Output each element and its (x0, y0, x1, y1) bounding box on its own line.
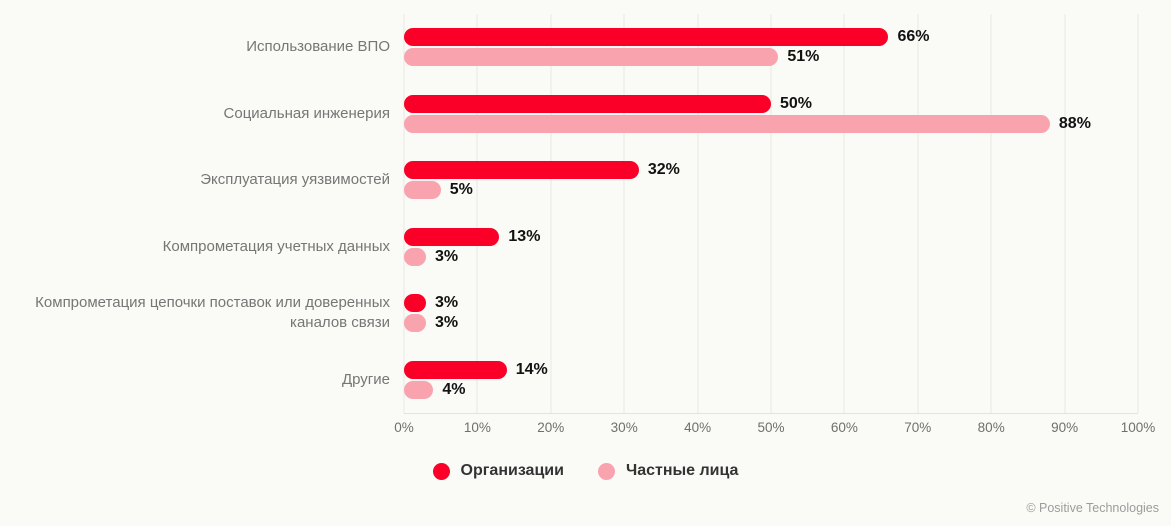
gridline (403, 14, 405, 413)
legend-item-organizations: Организации (432, 462, 564, 480)
x-axis-tick: 0% (394, 420, 414, 435)
category-row: Другие 14% 4% (0, 347, 1171, 414)
bar-individuals (404, 181, 441, 200)
category-label: Эксплуатация уязвимостей (200, 171, 390, 189)
bar-line: 3% (404, 247, 1138, 266)
x-axis-tick: 50% (757, 420, 785, 435)
legend-label: Частные лица (625, 462, 739, 479)
legend: Организации Частные лица (0, 462, 1171, 480)
value-label: 3% (435, 314, 459, 332)
value-label: 4% (442, 380, 466, 398)
gridline (1137, 14, 1139, 413)
value-label: 88% (1058, 114, 1091, 132)
category-row: Использование ВПО 66% 51% (0, 14, 1171, 81)
bar-organizations (404, 360, 507, 379)
category-label: Компрометация цепочки поставок или довер… (35, 294, 390, 332)
bar-group: 3% 3% (404, 294, 1138, 333)
bar-individuals (404, 48, 779, 67)
bar-organizations (404, 94, 771, 113)
value-label: 50% (780, 94, 813, 112)
bar-organizations (404, 161, 639, 180)
bar-line: 88% (404, 114, 1138, 133)
gridline (990, 14, 992, 413)
bar-individuals (404, 380, 434, 399)
category-label: Социальная инженерия (223, 104, 390, 122)
bar-individuals (404, 114, 1050, 133)
bar-line: 66% (404, 28, 1138, 47)
category-label: Использование ВПО (246, 38, 390, 56)
category-row: Эксплуатация уязвимостей 32% 5% (0, 147, 1171, 214)
legend-dot-organizations-icon (432, 462, 450, 480)
bar-line: 13% (404, 227, 1138, 246)
category-row: Компрометация учетных данных 13% 3% (0, 214, 1171, 281)
value-label: 32% (647, 161, 680, 179)
category-rows: Использование ВПО 66% 51% Социальная инжене… (0, 14, 1171, 413)
x-axis-tick: 20% (537, 420, 565, 435)
bar-group: 50% 88% (404, 94, 1138, 133)
value-label: 66% (897, 28, 930, 46)
bar-individuals (404, 247, 427, 266)
bar-individuals (404, 314, 427, 333)
category-row: Компрометация цепочки поставок или довер… (0, 280, 1171, 347)
bar-line: 14% (404, 360, 1138, 379)
gridline (770, 14, 772, 413)
bar-line: 51% (404, 48, 1138, 67)
category-label: Другие (341, 370, 390, 388)
x-axis-tick: 70% (904, 420, 932, 435)
value-label: 14% (515, 360, 548, 378)
gridline (476, 14, 478, 413)
gridline (623, 14, 625, 413)
x-axis-tick: 10% (463, 420, 491, 435)
x-axis-tick: 60% (830, 420, 858, 435)
legend-dot-individuals-icon (597, 462, 615, 480)
x-axis-tick: 30% (610, 420, 638, 435)
bar-line: 50% (404, 94, 1138, 113)
value-label: 5% (449, 181, 473, 199)
bar-line: 32% (404, 161, 1138, 180)
bar-group: 13% 3% (404, 227, 1138, 266)
legend-item-individuals: Частные лица (597, 462, 739, 480)
legend-label: Организации (460, 462, 564, 479)
bar-group: 32% 5% (404, 161, 1138, 200)
x-axis-tick: 40% (684, 420, 712, 435)
bar-line: 4% (404, 380, 1138, 399)
x-axis: 0% 10% 20% 30% 40% 50% 60% 70% 80% 90% 100% (394, 420, 1155, 438)
bar-group: 14% 4% (404, 360, 1138, 399)
bar-organizations (404, 28, 889, 47)
gridline (697, 14, 699, 413)
x-axis-tick: 80% (977, 420, 1005, 435)
x-axis-tick: 90% (1051, 420, 1079, 435)
bar-group: 66% 51% (404, 28, 1138, 67)
value-label: 3% (435, 294, 459, 312)
gridline (1064, 14, 1066, 413)
bar-organizations (404, 294, 427, 313)
copyright-note: © Positive Technologies (1026, 501, 1159, 515)
value-label: 51% (787, 48, 820, 66)
bar-line: 5% (404, 181, 1138, 200)
gridline (917, 14, 919, 413)
bar-organizations (404, 227, 500, 246)
bar-line: 3% (404, 314, 1138, 333)
bar-line: 3% (404, 294, 1138, 313)
category-row: Социальная инженерия 50% 88% (0, 81, 1171, 148)
plot-area (403, 14, 1139, 414)
gridline (843, 14, 845, 413)
value-label: 13% (508, 227, 541, 245)
category-label: Компрометация учетных данных (162, 237, 390, 255)
x-axis-tick: 100% (1120, 420, 1156, 435)
gridline (550, 14, 552, 413)
value-label: 3% (435, 247, 459, 265)
